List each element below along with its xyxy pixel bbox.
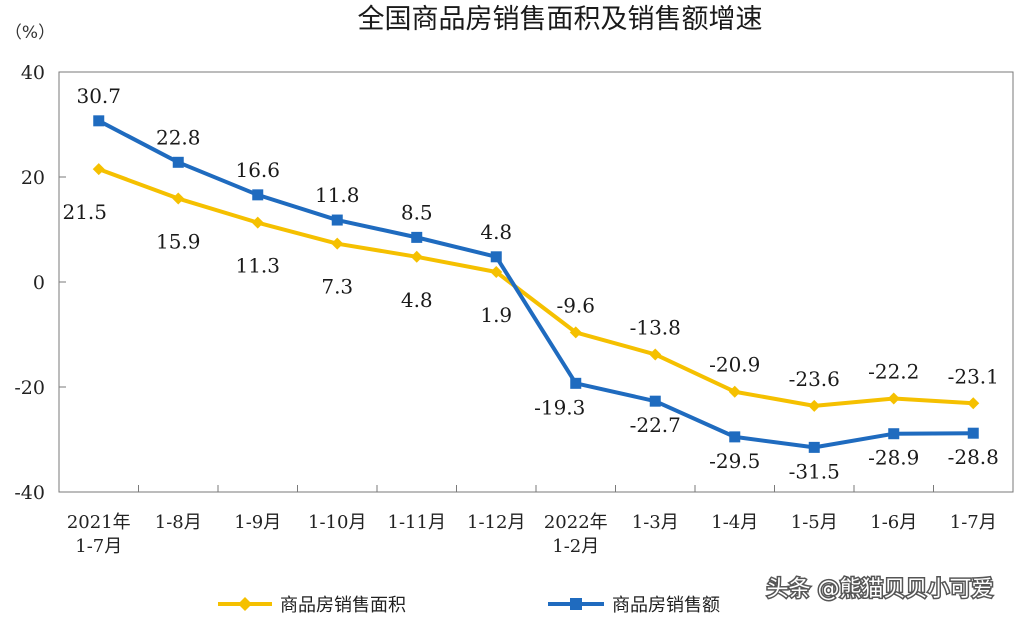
marker-amount [570, 377, 582, 389]
data-label-amount: 30.7 [76, 84, 121, 108]
data-label-area: -23.6 [789, 367, 840, 391]
marker-area [172, 192, 185, 205]
marker-amount [411, 231, 423, 243]
data-label-area: 1.9 [480, 303, 512, 327]
marker-area [251, 216, 264, 229]
y-tick-label: 0 [33, 272, 45, 294]
marker-amount [93, 115, 105, 127]
marker-area [967, 397, 980, 410]
x-tick-label: 1-6月 [870, 512, 917, 533]
marker-amount [172, 156, 184, 168]
y-tick-label: -20 [14, 377, 45, 399]
marker-amount [331, 214, 343, 226]
data-label-amount: 4.8 [480, 220, 512, 244]
x-tick-label: 2022年 [544, 512, 608, 533]
data-label-area: -9.6 [556, 293, 595, 317]
marker-area [887, 392, 900, 405]
legend: 商品房销售面积 商品房销售额 [218, 595, 720, 616]
series-layer [92, 115, 980, 453]
data-label-amount: 11.8 [315, 183, 360, 207]
data-label-area: 11.3 [235, 254, 280, 278]
marker-amount [490, 251, 502, 263]
y-axis-unit-label: （%） [5, 23, 55, 43]
x-tick-label: 1-2月 [552, 536, 599, 557]
marker-amount [649, 395, 661, 407]
data-labels: 21.5 15.9 11.3 7.3 4.8 1.9 -9.6 -13.8 -20.9 -23.6… [62, 84, 998, 484]
x-tick-label: 1-5月 [791, 512, 838, 533]
data-label-amount: -22.7 [630, 413, 681, 437]
data-label-area: -20.9 [709, 353, 760, 377]
marker-amount [888, 428, 900, 440]
data-label-amount: 22.8 [156, 125, 201, 149]
y-tick-label: 40 [21, 62, 45, 84]
x-tick-label: 1-10月 [308, 512, 366, 533]
plot-frame [58, 71, 1014, 493]
marker-area [808, 399, 821, 412]
marker-area [331, 237, 344, 250]
x-tick-label: 1-7月 [75, 536, 122, 557]
data-label-amount: -31.5 [789, 459, 840, 483]
data-label-amount: -28.9 [868, 446, 919, 470]
x-tick-label: 1-4月 [711, 512, 758, 533]
data-label-area: 7.3 [321, 275, 353, 299]
data-label-amount: 16.6 [235, 158, 280, 182]
legend-marker-amount [570, 598, 582, 610]
watermark: 头条 @熊猫贝贝小可爱 [765, 576, 995, 604]
data-label-area: 15.9 [156, 230, 201, 254]
data-label-area: 21.5 [62, 200, 107, 224]
legend-item-amount: 商品房销售额 [548, 595, 720, 616]
chart-title: 全国商品房销售面积及销售额增速 [358, 4, 763, 35]
legend-marker-area [238, 597, 252, 611]
y-tick-label: -40 [14, 482, 45, 504]
marker-amount [967, 427, 979, 439]
legend-item-area: 商品房销售面积 [218, 595, 406, 616]
series-line-amount [97, 119, 974, 450]
marker-area [649, 348, 662, 361]
data-label-area: -22.2 [868, 360, 919, 384]
x-tick-label: 1-3月 [632, 512, 679, 533]
marker-area [490, 266, 503, 279]
series-line-area [98, 167, 974, 408]
legend-label-amount: 商品房销售额 [612, 595, 720, 616]
watermark-text: 头条 @熊猫贝贝小可爱 [767, 577, 994, 602]
data-label-area: 4.8 [401, 288, 433, 312]
marker-area [410, 250, 423, 263]
data-label-amount: -19.3 [534, 395, 585, 419]
data-label-amount: -29.5 [709, 449, 760, 473]
x-tick-label: 1-8月 [155, 512, 202, 533]
data-label-amount: 8.5 [401, 200, 433, 224]
x-tick-label: 1-11月 [388, 512, 446, 533]
data-label-area: -23.1 [948, 364, 999, 388]
marker-amount [252, 189, 264, 201]
data-label-area: -13.8 [630, 315, 681, 339]
legend-label-area: 商品房销售面积 [280, 595, 406, 616]
marker-area [728, 385, 741, 398]
x-tick-label: 1-9月 [234, 512, 281, 533]
marker-amount [729, 431, 741, 443]
x-tick-label: 1-12月 [467, 512, 525, 533]
data-label-amount: -28.8 [948, 445, 999, 469]
x-tick-label: 2021年 [67, 512, 131, 533]
marker-area [92, 163, 105, 176]
marker-amount [808, 441, 820, 453]
y-tick-label: 20 [21, 167, 45, 189]
axes: 40 20 0 -20 -40 2021年 1-7月 1-8月 1-9月 1-10月 1-11月 1-… [14, 62, 1014, 557]
marker-area [569, 326, 582, 339]
x-tick-label: 1-7月 [950, 512, 997, 533]
